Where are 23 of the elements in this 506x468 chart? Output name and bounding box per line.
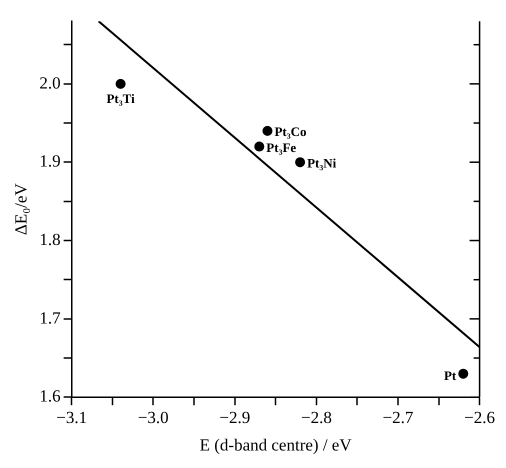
point xyxy=(116,78,126,89)
y-tick-label: 1.9 xyxy=(39,152,61,171)
x-tick-label: −2.9 xyxy=(219,408,250,427)
y-tick-label: 2.0 xyxy=(39,73,61,92)
y-tick-label: 1.8 xyxy=(39,230,61,249)
point xyxy=(262,126,272,136)
x-tick-label: −3.0 xyxy=(138,408,169,427)
y-tick-label: 1.6 xyxy=(39,386,61,406)
x-axis-title: E (d-band centre) / eV xyxy=(200,435,352,454)
point xyxy=(295,157,306,168)
point xyxy=(254,142,264,152)
x-tick-label: −2.7 xyxy=(382,408,414,427)
x-tick-label: −3.1 xyxy=(56,408,88,427)
annotation: Pt₃Ti xyxy=(106,91,136,106)
annotation: Pt xyxy=(444,368,457,384)
x-tick-label: −2.6 xyxy=(464,408,496,427)
y-tick-label: 1.7 xyxy=(39,308,62,328)
annotation: Pt₃Ni xyxy=(307,156,337,171)
x-tick-label: −2.8 xyxy=(300,408,332,427)
point xyxy=(458,368,468,379)
annotation: Pt₃Co xyxy=(274,124,307,140)
annotation: Pt₃Fe xyxy=(266,140,296,155)
y-axis-title: ΔE₀/eV xyxy=(12,182,31,236)
